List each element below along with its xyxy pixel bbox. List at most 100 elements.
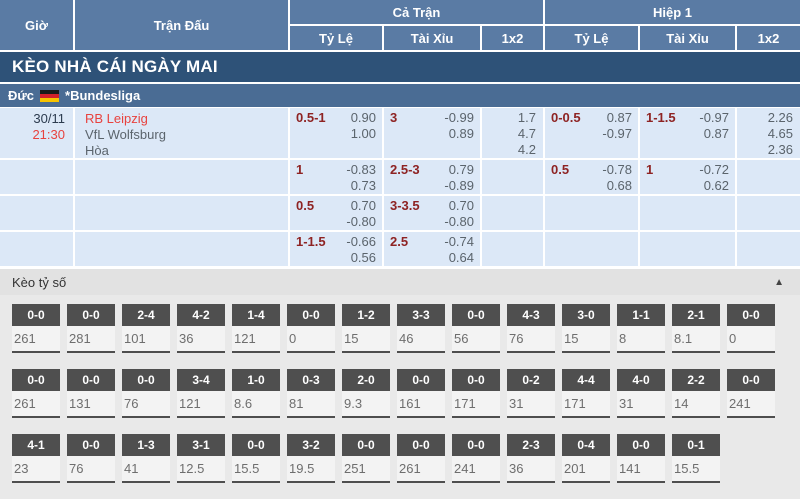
- h1-overunder-cell[interactable]: 1 -0.72 0.62: [640, 160, 735, 194]
- collapse-arrow-icon[interactable]: ▲: [774, 276, 784, 288]
- score-cell[interactable]: 4-4 171: [562, 369, 610, 418]
- odds-value[interactable]: 2.26: [767, 110, 793, 125]
- odds-value[interactable]: 0.62: [703, 178, 729, 193]
- odds-value[interactable]: -0.97: [602, 126, 632, 141]
- ft-1x2-cell: [482, 196, 543, 230]
- odds-value[interactable]: 2.36: [767, 142, 793, 157]
- score-cell[interactable]: 4-0 31: [617, 369, 665, 418]
- odds-value[interactable]: 4.2: [517, 142, 536, 157]
- score-cell[interactable]: 0-0 241: [727, 369, 775, 418]
- odds-value[interactable]: -0.74: [444, 234, 474, 249]
- ft-handicap-cell[interactable]: 0.5-1 0.90 1.00: [290, 108, 382, 158]
- correct-score-header[interactable]: Kèo tỷ số ▲: [0, 269, 800, 295]
- score-cell[interactable]: 3-4 121: [177, 369, 225, 418]
- score-cell[interactable]: 0-0 241: [452, 434, 500, 483]
- ft-1x2-cell[interactable]: 1.7 4.7 4.2: [482, 108, 543, 158]
- odds-value[interactable]: 0.89: [448, 126, 474, 141]
- odds-value[interactable]: 4.65: [767, 126, 793, 141]
- odds-value[interactable]: -0.97: [699, 110, 729, 125]
- ft-overunder-cell[interactable]: 3 -0.99 0.89: [384, 108, 480, 158]
- score-cell[interactable]: 3-0 15: [562, 304, 610, 353]
- score-cell[interactable]: 0-0 76: [67, 434, 115, 483]
- score-cell[interactable]: 3-3 46: [397, 304, 445, 353]
- odds-value[interactable]: 0.90: [350, 110, 376, 125]
- score-cell[interactable]: 0-3 81: [287, 369, 335, 418]
- odds-value[interactable]: 0.87: [703, 126, 729, 141]
- odds-value[interactable]: -0.72: [699, 162, 729, 177]
- score-cell[interactable]: 0-0 56: [452, 304, 500, 353]
- h1-handicap-cell[interactable]: 0.5 -0.78 0.68: [545, 160, 638, 194]
- score-cell[interactable]: 2-1 8.1: [672, 304, 720, 353]
- score-label: 0-0: [67, 369, 115, 391]
- score-cell[interactable]: 0-1 15.5: [672, 434, 720, 483]
- score-cell[interactable]: 0-0 0: [287, 304, 335, 353]
- ft-handicap-cell[interactable]: 0.5 0.70 -0.80: [290, 196, 382, 230]
- odds-value[interactable]: 0.73: [350, 178, 376, 193]
- h1-overunder-cell[interactable]: 1-1.5 -0.97 0.87: [640, 108, 735, 158]
- odds-value[interactable]: 1.7: [517, 110, 536, 125]
- score-cell[interactable]: 0-0 131: [67, 369, 115, 418]
- score-cell[interactable]: 1-3 41: [122, 434, 170, 483]
- ft-handicap-cell[interactable]: 1 -0.83 0.73: [290, 160, 382, 194]
- score-odds-value: 14: [674, 396, 689, 411]
- score-cell[interactable]: 4-1 23: [12, 434, 60, 483]
- ft-handicap-cell[interactable]: 1-1.5 -0.66 0.56: [290, 232, 382, 266]
- odds-value[interactable]: -0.89: [444, 178, 474, 193]
- score-cell[interactable]: 0-0 261: [12, 369, 60, 418]
- odds-value[interactable]: -0.80: [444, 214, 474, 229]
- score-label: 3-3: [397, 304, 445, 326]
- score-cell[interactable]: 2-4 101: [122, 304, 170, 353]
- odds-value[interactable]: 0.70: [350, 198, 376, 213]
- score-cell[interactable]: 0-0 15.5: [232, 434, 280, 483]
- score-cell[interactable]: 0-0 261: [12, 304, 60, 353]
- odds-value[interactable]: 0.79: [448, 162, 474, 177]
- league-row[interactable]: Đức *Bundesliga: [0, 84, 800, 107]
- away-team-name[interactable]: VfL Wolfsburg: [85, 127, 166, 142]
- odds-value[interactable]: -0.83: [346, 162, 376, 177]
- germany-flag-icon: [40, 89, 60, 102]
- match-cell[interactable]: RB Leipzig VfL Wolfsburg Hòa: [75, 108, 288, 158]
- odds-value[interactable]: -0.78: [602, 162, 632, 177]
- score-cell[interactable]: 3-2 19.5: [287, 434, 335, 483]
- home-team-name[interactable]: RB Leipzig: [85, 111, 148, 126]
- odds-value[interactable]: -0.99: [444, 110, 474, 125]
- score-cell[interactable]: 0-4 201: [562, 434, 610, 483]
- score-cell[interactable]: 2-0 9.3: [342, 369, 390, 418]
- odds-value[interactable]: 0.87: [606, 110, 632, 125]
- score-cell[interactable]: 0-2 31: [507, 369, 555, 418]
- score-cell[interactable]: 0-0 171: [452, 369, 500, 418]
- odds-value[interactable]: 0.70: [448, 198, 474, 213]
- score-cell[interactable]: 0-0 141: [617, 434, 665, 483]
- score-cell[interactable]: 0-0 76: [122, 369, 170, 418]
- odds-value[interactable]: 0.68: [606, 178, 632, 193]
- score-cell[interactable]: 4-3 76: [507, 304, 555, 353]
- score-cell[interactable]: 0-0 281: [67, 304, 115, 353]
- score-cell[interactable]: 0-0 261: [397, 434, 445, 483]
- score-odds-value: 281: [69, 331, 91, 346]
- ft-overunder-cell[interactable]: 2.5-3 0.79 -0.89: [384, 160, 480, 194]
- odds-value[interactable]: 0.64: [448, 250, 474, 265]
- score-cell[interactable]: 1-2 15: [342, 304, 390, 353]
- score-cell[interactable]: 1-4 121: [232, 304, 280, 353]
- score-cell[interactable]: 1-0 8.6: [232, 369, 280, 418]
- odds-value[interactable]: 0.56: [350, 250, 376, 265]
- odds-value[interactable]: 1.00: [350, 126, 376, 141]
- ft-overunder-cell[interactable]: 2.5 -0.74 0.64: [384, 232, 480, 266]
- score-label: 0-0: [727, 304, 775, 326]
- h1-handicap-cell[interactable]: 0-0.5 0.87 -0.97: [545, 108, 638, 158]
- odds-value[interactable]: -0.66: [346, 234, 376, 249]
- score-cell[interactable]: 0-0 251: [342, 434, 390, 483]
- ft-overunder-cell[interactable]: 3-3.5 0.70 -0.80: [384, 196, 480, 230]
- score-cell[interactable]: 4-2 36: [177, 304, 225, 353]
- score-cell[interactable]: 0-0 0: [727, 304, 775, 353]
- score-cell[interactable]: 3-1 12.5: [177, 434, 225, 483]
- score-cell[interactable]: 0-0 161: [397, 369, 445, 418]
- score-odds-value: 46: [399, 331, 414, 346]
- odds-value[interactable]: 4.7: [517, 126, 536, 141]
- score-label: 0-0: [452, 304, 500, 326]
- score-cell[interactable]: 2-2 14: [672, 369, 720, 418]
- score-cell[interactable]: 1-1 8: [617, 304, 665, 353]
- odds-value[interactable]: -0.80: [346, 214, 376, 229]
- h1-1x2-cell[interactable]: 2.26 4.65 2.36: [737, 108, 800, 158]
- score-cell[interactable]: 2-3 36: [507, 434, 555, 483]
